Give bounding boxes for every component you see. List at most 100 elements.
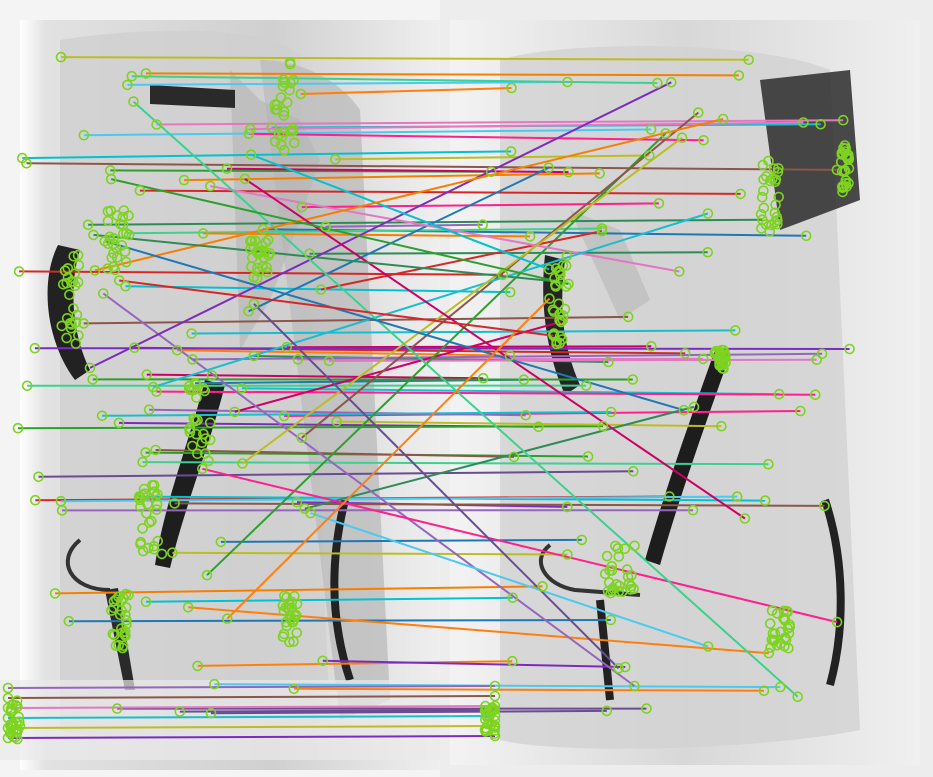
match-line xyxy=(244,178,746,520)
keypoint-marker xyxy=(561,250,573,261)
match-line xyxy=(145,72,739,77)
keypoint-marker xyxy=(323,355,335,367)
keypoint-marker xyxy=(678,404,690,416)
keypoint-marker xyxy=(284,84,295,96)
keypoint-marker xyxy=(128,96,139,107)
keypoint-marker xyxy=(186,328,197,339)
keypoint-marker xyxy=(757,159,769,171)
keypoint-marker xyxy=(831,616,843,628)
keypoint-marker xyxy=(73,259,85,271)
keypoint-marker xyxy=(719,349,731,361)
keypoint-marker xyxy=(140,596,152,608)
keypoint-marker xyxy=(148,540,160,552)
keypoint-marker xyxy=(601,705,613,717)
keypoint-marker xyxy=(549,272,560,284)
keypoint-marker xyxy=(59,265,71,277)
keypoint-marker xyxy=(520,409,532,421)
keypoint-marker xyxy=(815,119,826,130)
keypoint-marker xyxy=(113,417,125,429)
keypoint-marker xyxy=(735,188,746,200)
keypoint-marker xyxy=(281,97,293,108)
keypoint-marker xyxy=(331,416,343,427)
match-line xyxy=(119,279,554,337)
keypoint-marker xyxy=(477,372,489,384)
keypoint-marker xyxy=(679,348,691,359)
keypoint-marker xyxy=(87,374,98,385)
keypoint-marker xyxy=(605,614,617,626)
keypoint-marker xyxy=(320,221,331,232)
keypoint-marker xyxy=(764,175,776,187)
keypoint-marker xyxy=(156,548,168,560)
keypoint-marker xyxy=(619,661,631,673)
keypoint-marker xyxy=(243,128,255,140)
keypoint-marker xyxy=(766,173,778,185)
match-line xyxy=(7,725,496,729)
keypoint-marker xyxy=(641,703,652,714)
keypoint-marker xyxy=(288,636,299,647)
keypoint-marker xyxy=(559,303,571,315)
keypoint-marker xyxy=(144,517,155,528)
keypoint-marker xyxy=(2,682,14,694)
match-line xyxy=(89,81,672,369)
keypoint-marker xyxy=(245,123,256,135)
keypoint-marker xyxy=(245,149,257,160)
keypoint-marker xyxy=(506,82,517,94)
keypoint-marker xyxy=(278,410,290,422)
keypoint-marker xyxy=(114,609,126,621)
keypoint-marker xyxy=(811,354,823,366)
keypoint-marker xyxy=(266,122,278,133)
keypoint-marker xyxy=(673,266,685,277)
keypoint-marker xyxy=(187,440,198,452)
keypoint-marker xyxy=(215,536,227,548)
keypoint-marker xyxy=(205,180,216,192)
keypoint-marker xyxy=(792,691,804,703)
keypoint-marker xyxy=(7,725,19,737)
keypoint-marker xyxy=(205,707,217,719)
keypoint-marker xyxy=(178,174,190,186)
keypoint-marker xyxy=(84,362,96,374)
keypoint-marker xyxy=(702,208,714,219)
keypoint-marker xyxy=(200,433,211,444)
match-line xyxy=(132,100,799,698)
keypoint-marker xyxy=(603,356,614,368)
match-line xyxy=(93,233,561,283)
match-line xyxy=(83,128,652,137)
keypoint-marker xyxy=(772,163,784,174)
keypoint-marker xyxy=(275,92,287,103)
keypoint-marker xyxy=(135,492,146,503)
keypoint-marker xyxy=(123,229,135,241)
keypoint-marker xyxy=(613,551,625,562)
match-line xyxy=(293,687,765,692)
match-line xyxy=(203,232,531,238)
keypoint-marker xyxy=(56,320,68,332)
match-line xyxy=(60,495,738,503)
keypoint-marker xyxy=(62,263,74,274)
keypoint-marker xyxy=(29,494,41,506)
keypoint-marker xyxy=(507,592,519,604)
keypoint-marker xyxy=(279,590,290,602)
match-line xyxy=(179,709,494,713)
keypoint-marker xyxy=(108,602,119,614)
keypoint-marker xyxy=(102,238,114,250)
keypoint-marker xyxy=(72,249,84,261)
keypoint-marker xyxy=(197,463,208,475)
keypoint-marker xyxy=(55,495,67,507)
keypoint-marker xyxy=(137,456,148,468)
keypoint-marker xyxy=(556,334,568,345)
keypoint-marker xyxy=(246,235,258,247)
keypoint-marker xyxy=(270,104,281,115)
keypoint-marker xyxy=(150,490,162,502)
keypoint-marker xyxy=(505,146,517,157)
match-line xyxy=(253,303,620,670)
keypoint-marker xyxy=(236,382,248,394)
keypoint-marker xyxy=(676,132,688,143)
keypoint-marker xyxy=(98,288,109,299)
match-line xyxy=(102,411,612,417)
keypoint-marker xyxy=(281,341,293,353)
match-line xyxy=(125,285,511,294)
keypoint-marker xyxy=(733,70,745,81)
match-line xyxy=(68,619,611,623)
keypoint-marker xyxy=(816,348,828,360)
keypoint-marker xyxy=(606,585,618,596)
keypoint-marker xyxy=(198,382,209,394)
